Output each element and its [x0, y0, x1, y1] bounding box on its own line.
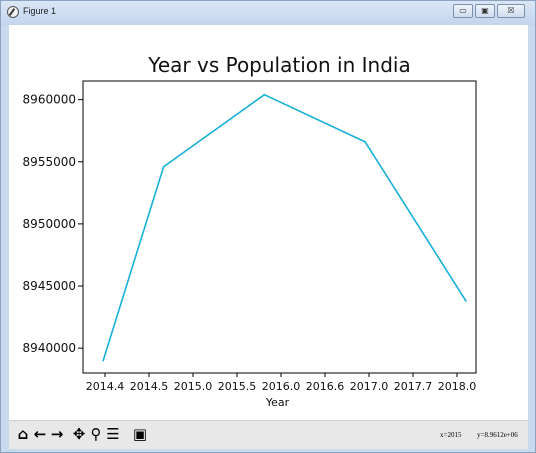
matplotlib-icon [7, 6, 19, 18]
y-coordinate-readout: y=8.9612e+06 [477, 431, 518, 439]
data-point [162, 165, 165, 168]
data-point [364, 141, 366, 143]
x-coordinate-readout: x=2015 [440, 431, 462, 439]
configure-subplots-icon[interactable]: ☰ [106, 425, 120, 443]
y-tick-label: 8940000 [23, 341, 76, 355]
y-tick-label: 8960000 [23, 93, 76, 107]
window-controls: ▭ ▣ ☒ [453, 4, 525, 18]
maximize-button[interactable]: ▣ [475, 4, 495, 18]
save-icon[interactable]: ▣ [132, 425, 148, 443]
data-point [465, 300, 467, 302]
y-tick-label: 8945000 [23, 279, 76, 293]
pan-icon[interactable]: ✥ [72, 425, 86, 443]
y-tick-label: 8955000 [23, 155, 76, 169]
home-icon[interactable]: ⌂ [17, 425, 29, 443]
back-arrow-icon[interactable]: ← [33, 425, 47, 443]
x-tick-label: 2014.5 [130, 380, 169, 393]
x-tick-label: 2015.0 [174, 380, 213, 393]
zoom-icon[interactable]: ⚲ [90, 425, 102, 443]
forward-arrow-icon[interactable]: → [50, 425, 64, 443]
window-title: Figure 1 [23, 6, 57, 16]
navigation-toolbar: ⌂ ← → ✥ ⚲ ☰ ▣ x=2015 y=8.9612e+06 [9, 420, 528, 449]
close-button[interactable]: ☒ [497, 4, 525, 18]
figure-canvas[interactable]: Year vs Population in India 8940000 894500… [9, 25, 528, 420]
plot-frame [82, 80, 477, 374]
x-tick-label: 2016.6 [306, 380, 345, 393]
chart-title: Year vs Population in India [147, 53, 410, 77]
x-tick-label: 2018.0 [438, 380, 477, 393]
x-tick-label: 2016.0 [262, 380, 301, 393]
data-point [263, 93, 266, 96]
x-tick-label: 2015.5 [218, 380, 257, 393]
title-bar[interactable]: Figure 1 ▭ ▣ ☒ [1, 1, 535, 25]
minimize-button[interactable]: ▭ [453, 4, 473, 18]
x-tick-label: 2017.7 [394, 380, 433, 393]
y-tick-label: 8950000 [23, 217, 76, 231]
data-point [102, 359, 104, 362]
x-tick-label: 2014.4 [86, 380, 125, 393]
x-tick-label: 2017.0 [350, 380, 389, 393]
line-chart: Year vs Population in India 8940000 894500… [23, 53, 477, 409]
x-axis-label: Year [265, 396, 290, 409]
population-series-line [102, 93, 467, 361]
